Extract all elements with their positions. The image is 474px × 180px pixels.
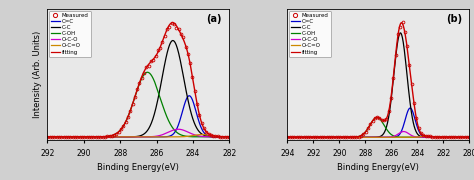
Text: (b): (b) bbox=[446, 14, 462, 24]
Legend: Measured, C=C, C-C, C-OH, O-C-O, O-C=O, fitting: Measured, C=C, C-C, C-OH, O-C-O, O-C=O, … bbox=[289, 11, 331, 57]
Text: (a): (a) bbox=[207, 14, 222, 24]
Y-axis label: Intensity (Arb. Units): Intensity (Arb. Units) bbox=[33, 31, 42, 118]
X-axis label: Binding Energy(eV): Binding Energy(eV) bbox=[337, 163, 419, 172]
X-axis label: Binding Energy(eV): Binding Energy(eV) bbox=[97, 163, 179, 172]
Legend: Measured, C=C, C-C, C-OH, O-C-O, O-C=O, fitting: Measured, C=C, C-C, C-OH, O-C-O, O-C=O, … bbox=[49, 11, 91, 57]
